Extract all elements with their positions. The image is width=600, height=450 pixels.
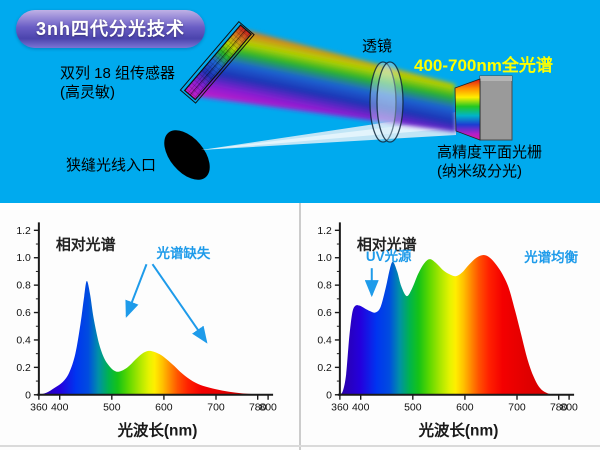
y-tick-label: 1.2	[317, 226, 332, 237]
x-tick-label: 780	[550, 403, 568, 414]
y-tick-label: 0.6	[16, 308, 31, 319]
spectrum-area	[339, 254, 570, 395]
slit-label: 狭缝光线入口	[66, 157, 157, 174]
x-tick-label: 700	[207, 403, 225, 414]
y-tick-label: 0.4	[16, 335, 31, 346]
sensor-array	[179, 20, 255, 104]
x-tick-label: 500	[103, 403, 121, 414]
x-tick-label: 800	[560, 403, 578, 414]
sensor-label-line2: (高灵敏)	[60, 83, 115, 101]
charts-section: 0 0.2 0.4 0.6 0.8 1.0 1.2 360 400 500 600 700 780 800…	[0, 203, 600, 450]
chart-title: 相对光谱	[56, 235, 116, 253]
x-tick-label: 360	[331, 403, 349, 414]
x-tick-label: 400	[352, 403, 370, 414]
y-tick-label: 0.8	[16, 281, 31, 292]
title-badge: 3nh四代分光技术	[16, 10, 206, 48]
annotation: 光谱缺失	[125, 245, 211, 344]
lens-label: 透镜	[362, 38, 393, 55]
x-tick-label: 600	[456, 403, 474, 414]
x-tick-label: 500	[404, 403, 422, 414]
y-tick-label: 1.0	[317, 253, 332, 264]
grating-label-line1: 高精度平面光栅	[437, 144, 543, 161]
panel-divider	[299, 203, 301, 450]
chart-panel-right: 0 0.2 0.4 0.6 0.8 1.0 1.2 360 400 500 600 700 780 800…	[301, 203, 600, 450]
slit-ellipse	[164, 130, 210, 180]
annotation: 光谱均衡	[523, 249, 578, 265]
annotation-text: 光谱缺失	[156, 245, 211, 261]
full-spectrum-label: 400-700nm全光谱	[414, 56, 553, 75]
annotation-text: 光谱均衡	[523, 249, 578, 265]
x-tick-label: 780	[249, 403, 267, 414]
annotation: UV光源	[364, 248, 412, 298]
x-tick-label: 800	[259, 403, 277, 414]
grating	[454, 75, 513, 141]
y-tick-label: 1.0	[16, 253, 31, 264]
rainbow-beam	[193, 30, 456, 132]
annotation-text: UV光源	[366, 248, 412, 264]
y-tick-label: 0.8	[317, 281, 332, 292]
x-tick-label: 400	[51, 403, 69, 414]
lens	[369, 61, 404, 143]
diagram-section: 3nh四代分光技术 双列 18 组传感器 (高灵敏) 透镜 400-700nm全…	[0, 0, 600, 203]
annotation-arrow	[151, 263, 208, 344]
y-tick-label: 0.2	[317, 363, 332, 374]
chart-title: 相对光谱	[357, 235, 417, 253]
y-tick-label: 0.6	[317, 308, 332, 319]
y-tick-label: 1.2	[16, 226, 31, 237]
grating-label-line2: (纳米级分光)	[437, 162, 522, 180]
grating-label: 高精度平面光栅 (纳米级分光)	[437, 144, 542, 182]
x-axis-label: 光波长(nm)	[117, 421, 198, 440]
chart-panel-left: 0 0.2 0.4 0.6 0.8 1.0 1.2 360 400 500 600 700 780 800…	[0, 203, 299, 450]
x-tick-label: 360	[30, 403, 48, 414]
sensor-label-line1: 双列 18 组传感器	[60, 65, 176, 82]
y-ticks: 0 0.2 0.4 0.6 0.8 1.0 1.2	[317, 226, 340, 401]
y-tick-label: 0	[25, 390, 31, 401]
y-tick-label: 0.4	[317, 335, 332, 346]
spectrum-chart-missing: 0 0.2 0.4 0.6 0.8 1.0 1.2 360 400 500 600 700 780800…	[16, 222, 277, 440]
bottom-rule	[0, 445, 600, 447]
annotation-arrow	[125, 263, 148, 318]
sensor-label: 双列 18 组传感器 (高灵敏)	[60, 65, 175, 103]
y-ticks: 0 0.2 0.4 0.6 0.8 1.0 1.2	[16, 226, 39, 401]
spectrum-area	[38, 281, 269, 395]
optical-diagram	[164, 20, 513, 180]
entrance-light-beam-core	[201, 119, 456, 150]
x-tick-label: 600	[155, 403, 173, 414]
x-tick-label: 700	[508, 403, 526, 414]
y-tick-label: 0.2	[16, 363, 31, 374]
x-axis-label: 光波长(nm)	[418, 421, 499, 440]
spectrum-chart-balanced: 0 0.2 0.4 0.6 0.8 1.0 1.2 360 400 500 600 700 780800…	[317, 222, 579, 440]
y-tick-label: 0	[326, 390, 332, 401]
